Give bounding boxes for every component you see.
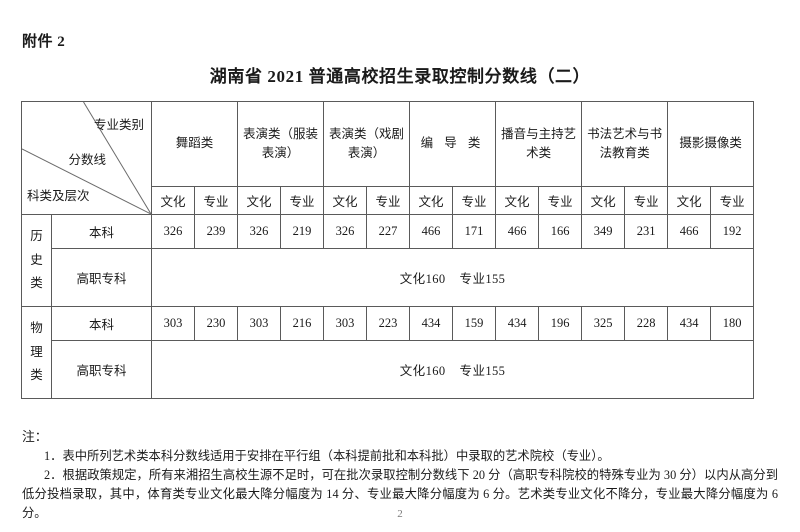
table-row: 历史类本科 326 239 326 219 326 227 466 171 466 166 349 23… — [21, 214, 755, 307]
score-cell: 219 — [280, 214, 325, 249]
level-label-cell: 高职专科 — [51, 248, 152, 307]
column-group-header: 表演类（服装表演） — [237, 101, 325, 187]
column-group-header: 编 导 类 — [409, 101, 497, 187]
admission-score-table: 专业类别 分数线 科类及层次 舞蹈类 表演类（服装表演） 表演类（戏剧表演）编 导 类播音… — [21, 101, 755, 399]
score-cell: 228 — [624, 306, 669, 341]
score-cell: 303 — [237, 306, 282, 341]
merged-score-cell: 文化160 专业155 — [150, 340, 755, 399]
sub-column-header: 文化 — [495, 186, 540, 215]
score-cell: 216 — [280, 306, 325, 341]
notes-label: 注： — [22, 430, 48, 444]
sub-column-header: 文化 — [323, 186, 368, 215]
sub-column-header: 文化 — [409, 186, 454, 215]
score-cell: 325 — [581, 306, 626, 341]
column-group-header: 舞蹈类 — [150, 101, 239, 187]
side-label-char: 史 — [30, 252, 43, 267]
sub-column-header: 文化 — [151, 186, 195, 215]
score-cell: 349 — [581, 214, 626, 249]
sub-column-header: 专业 — [710, 186, 755, 215]
score-cell: 434 — [495, 306, 540, 341]
side-label-char: 物 — [30, 320, 43, 335]
score-cell: 326 — [237, 214, 282, 249]
header-row-groups: 专业类别 分数线 科类及层次 舞蹈类 表演类（服装表演） 表演类（戏剧表演）编 导 类播音… — [21, 101, 755, 215]
score-cell: 223 — [366, 306, 411, 341]
sub-column-header: 专业 — [280, 186, 325, 215]
score-cell: 192 — [710, 214, 755, 249]
side-label-char: 历 — [30, 228, 43, 243]
score-cell: 434 — [667, 306, 712, 341]
side-label-char: 类 — [30, 276, 43, 291]
sub-column-header: 文化 — [667, 186, 712, 215]
score-cell: 303 — [151, 306, 195, 341]
score-cell: 231 — [624, 214, 669, 249]
note-item-2: 2．根据政策规定，所有来湘招生高校生源不足时，可在批次录取控制分数线下 20 分… — [22, 468, 778, 520]
column-group-header: 表演类（戏剧表演） — [323, 101, 411, 187]
merged-culture-score: 文化160 — [399, 272, 446, 286]
column-group-header: 摄影摄像类 — [667, 101, 755, 187]
sub-column-header: 文化 — [237, 186, 282, 215]
page-number: 2 — [397, 508, 403, 520]
score-cell: 326 — [151, 214, 195, 249]
attachment-label: 附件 2 — [22, 34, 66, 50]
score-cell: 466 — [495, 214, 540, 249]
score-cell: 171 — [452, 214, 497, 249]
merged-culture-score: 文化160 — [399, 364, 446, 378]
page-title: 湖南省 2021 普通高校招生录取控制分数线（二） — [209, 67, 591, 86]
score-cell: 326 — [323, 214, 368, 249]
score-cell: 466 — [667, 214, 712, 249]
sub-column-header: 专业 — [366, 186, 411, 215]
section-side-label: 物理类 — [21, 306, 52, 399]
side-label-char: 类 — [30, 368, 43, 383]
level-label-cell: 本科 — [51, 214, 152, 249]
side-label-char: 理 — [30, 344, 43, 359]
corner-label-subject: 科类及层次 — [27, 188, 90, 203]
column-group-header: 播音与主持艺术类 — [495, 101, 583, 187]
merged-major-score: 专业155 — [459, 272, 506, 286]
note-item-1: 1．表中所列艺术类本科分数线适用于安排在平行组（本科提前批和本科批）中录取的艺术… — [44, 449, 610, 464]
score-cell: 466 — [409, 214, 454, 249]
score-cell: 227 — [366, 214, 411, 249]
header-row-subcolumns: 文化 专业 文化 专业 文化 专业 文化 专业 文化 专业 文化 专业 文化 专业 — [22, 186, 755, 215]
score-table-container: 专业类别 分数线 科类及层次 舞蹈类 表演类（服装表演） 表演类（戏剧表演）编 导 类播音… — [21, 101, 755, 399]
table-corner-header: 专业类别分数线科类及层次 — [21, 101, 152, 215]
sub-column-header: 专业 — [193, 186, 239, 215]
corner-diagonal-lines — [22, 102, 151, 214]
score-cell: 434 — [409, 306, 454, 341]
merged-score-cell: 文化160 专业155 — [150, 248, 755, 307]
corner-label-major: 专业类别 — [93, 118, 144, 132]
sub-column-header: 专业 — [624, 186, 669, 215]
score-cell: 239 — [193, 214, 239, 249]
table-row: 高职专科 文化160 专业155 — [22, 248, 755, 307]
column-group-header: 书法艺术与书法教育类 — [581, 101, 669, 187]
score-cell: 303 — [323, 306, 368, 341]
score-cell: 230 — [193, 306, 239, 341]
level-label-cell: 高职专科 — [51, 340, 152, 399]
score-cell: 159 — [452, 306, 497, 341]
section-side-label: 历史类 — [21, 214, 52, 307]
table-row: 高职专科 文化160 专业155 — [22, 340, 755, 399]
corner-label-score: 分数线 — [68, 153, 107, 167]
sub-column-header: 专业 — [538, 186, 583, 215]
score-cell: 166 — [538, 214, 583, 249]
sub-column-header: 文化 — [581, 186, 626, 215]
level-label-cell: 本科 — [51, 306, 152, 341]
score-cell: 180 — [710, 306, 755, 341]
merged-major-score: 专业155 — [459, 364, 506, 378]
score-cell: 196 — [538, 306, 583, 341]
sub-column-header: 专业 — [452, 186, 497, 215]
table-row: 物理类本科 303 230 303 216 303 223 434 159 434 196 325 22… — [21, 306, 755, 399]
notes-section: 注： 1．表中所列艺术类本科分数线适用于安排在平行组（本科提前批和本科批）中录取… — [22, 428, 778, 522]
